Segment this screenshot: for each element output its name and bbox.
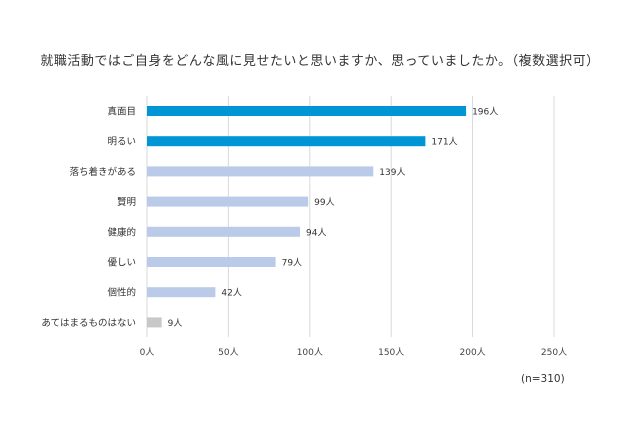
chart-title: 就職活動ではご自身をどんな風に見せたいと思いますか、思っていましたか。（複数選択… xyxy=(40,54,600,69)
data-label: 196人 xyxy=(472,107,498,118)
bar xyxy=(147,226,301,237)
x-tick-label: 0人 xyxy=(140,347,155,358)
category-label: 優しい xyxy=(107,257,136,269)
data-label: 94人 xyxy=(306,227,326,238)
category-label: 明るい xyxy=(107,137,136,148)
value-labels: 196人 171人 139人 99人 94人 79人 42人 9人 xyxy=(168,107,499,329)
x-tick-label: 150人 xyxy=(378,347,404,358)
category-label: あてはまるものはない xyxy=(41,318,136,329)
data-label: 42人 xyxy=(221,288,241,299)
bar xyxy=(147,136,426,147)
bar xyxy=(147,166,374,177)
gridlines xyxy=(146,96,555,337)
bar xyxy=(147,196,309,207)
category-label: 健康的 xyxy=(107,226,136,238)
x-axis-tick-labels: 0人 50人 100人 150人 200人 250人 xyxy=(140,347,567,358)
data-label: 9人 xyxy=(168,318,183,329)
data-label: 171人 xyxy=(431,137,457,148)
bars xyxy=(147,106,467,328)
x-tick-label: 250人 xyxy=(541,347,567,358)
category-label: 真面目 xyxy=(107,106,136,118)
x-tick-label: 200人 xyxy=(460,347,486,358)
data-label: 139人 xyxy=(379,167,405,178)
category-label: 個性的 xyxy=(107,287,136,299)
category-label: 落ち着きがある xyxy=(69,166,136,178)
sample-size-note: (n=310) xyxy=(521,373,565,385)
data-label: 79人 xyxy=(282,258,302,269)
category-label: 賢明 xyxy=(117,197,136,208)
x-tick-label: 100人 xyxy=(297,347,323,358)
x-tick-label: 50人 xyxy=(218,347,238,358)
data-label: 99人 xyxy=(314,197,334,208)
bar xyxy=(147,317,162,328)
bar xyxy=(147,257,276,267)
bar xyxy=(147,287,216,298)
bar xyxy=(147,106,467,116)
